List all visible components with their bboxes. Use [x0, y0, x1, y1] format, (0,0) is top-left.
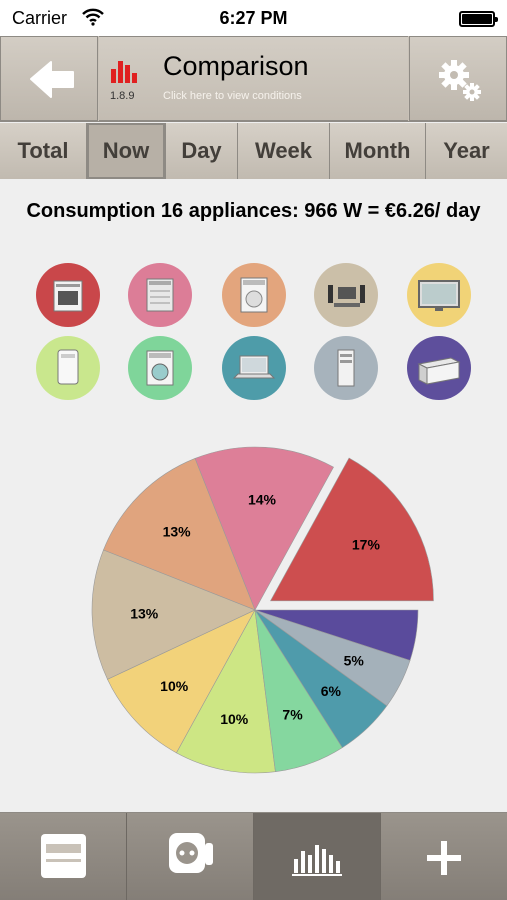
- appliance-home-cinema[interactable]: [314, 263, 378, 327]
- gears-icon: [439, 60, 481, 101]
- pie-slice-label: 10%: [220, 711, 249, 727]
- appliance-laptop[interactable]: [222, 336, 286, 400]
- pie-slice-label: 7%: [282, 706, 303, 722]
- appliance-water-heater[interactable]: [36, 336, 100, 400]
- home-cinema-icon: [314, 263, 378, 327]
- wifi-icon: [82, 8, 104, 26]
- pie-slice[interactable]: [107, 609, 256, 754]
- conditions-button[interactable]: 1.8.9 Comparison Click here to view cond…: [99, 36, 408, 121]
- pie-slice[interactable]: [194, 446, 334, 611]
- battery-icon: [459, 11, 498, 27]
- smart-plug-button[interactable]: [127, 813, 254, 900]
- pie-slice[interactable]: [269, 457, 434, 602]
- tab-now[interactable]: Now: [87, 123, 166, 179]
- consumption-summary: Consumption 16 appliances: 966 W = €6.26…: [26, 200, 481, 222]
- plus-icon: [427, 841, 461, 875]
- settings-button[interactable]: [409, 36, 507, 121]
- period-tabs: Total Now Day Week Month Year: [0, 123, 507, 179]
- oven-icon: [36, 263, 100, 327]
- pie-slice-label: 6%: [321, 683, 342, 699]
- pie-slice[interactable]: [103, 458, 256, 611]
- back-button[interactable]: [0, 36, 98, 121]
- status-time: 6:27 PM: [219, 8, 288, 28]
- television-icon: [407, 263, 471, 327]
- appliance-dryer[interactable]: [222, 263, 286, 327]
- consumption-pie-chart: 17% 14% 13% 13% 10% 10% 7% 6%5%: [91, 446, 434, 774]
- tab-week[interactable]: Week: [238, 123, 330, 179]
- appliance-washing-machine[interactable]: [128, 336, 192, 400]
- arrow-left-icon: [30, 61, 74, 98]
- meter-icon: [41, 834, 86, 878]
- content-area: Consumption 16 appliances: 966 W = €6.26…: [0, 180, 507, 812]
- freezer-icon: [407, 336, 471, 400]
- appliance-desktop-computer[interactable]: [314, 336, 378, 400]
- washing-machine-icon: [128, 336, 192, 400]
- add-button[interactable]: [381, 813, 507, 900]
- dryer-icon: [222, 263, 286, 327]
- tab-year[interactable]: Year: [426, 123, 507, 179]
- dishwasher-icon: [128, 263, 192, 327]
- desktop-computer-icon: [314, 336, 378, 400]
- pie-slice-label: 10%: [160, 678, 189, 694]
- pie-slice-label: 5%: [344, 652, 365, 668]
- pie-slice[interactable]: [91, 549, 256, 680]
- app-logo-icon: [111, 61, 137, 83]
- pie-slice-label: 17%: [352, 536, 381, 552]
- appliance-oven[interactable]: [36, 263, 100, 327]
- smart-plug-icon: [169, 833, 213, 873]
- statistics-button[interactable]: [254, 813, 381, 900]
- pie-slice-label: 13%: [130, 605, 159, 621]
- pie-slice[interactable]: [176, 609, 276, 774]
- meter-button[interactable]: [0, 813, 127, 900]
- bottom-tab-bar: [0, 812, 507, 900]
- pie-slice-label: 14%: [248, 491, 277, 507]
- tab-month[interactable]: Month: [330, 123, 426, 179]
- appliance-television[interactable]: [407, 263, 471, 327]
- appliance-dishwasher[interactable]: [128, 263, 192, 327]
- nav-bar: 1.8.9 Comparison Click here to view cond…: [0, 36, 507, 122]
- pie-slice-label: 13%: [163, 524, 192, 540]
- page-title: Comparison: [163, 51, 309, 81]
- pie-slice[interactable]: [254, 609, 419, 661]
- appliance-freezer[interactable]: [407, 336, 471, 400]
- carrier-label: Carrier: [12, 8, 68, 28]
- tab-day[interactable]: Day: [166, 123, 238, 179]
- tab-total[interactable]: Total: [0, 123, 87, 179]
- status-bar: Carrier 6:27 PM: [0, 0, 507, 36]
- app-version: 1.8.9: [110, 90, 135, 102]
- conditions-link[interactable]: Click here to view conditions: [163, 90, 302, 102]
- laptop-icon: [222, 336, 286, 400]
- water-heater-icon: [36, 336, 100, 400]
- bar-chart-icon: [292, 845, 342, 876]
